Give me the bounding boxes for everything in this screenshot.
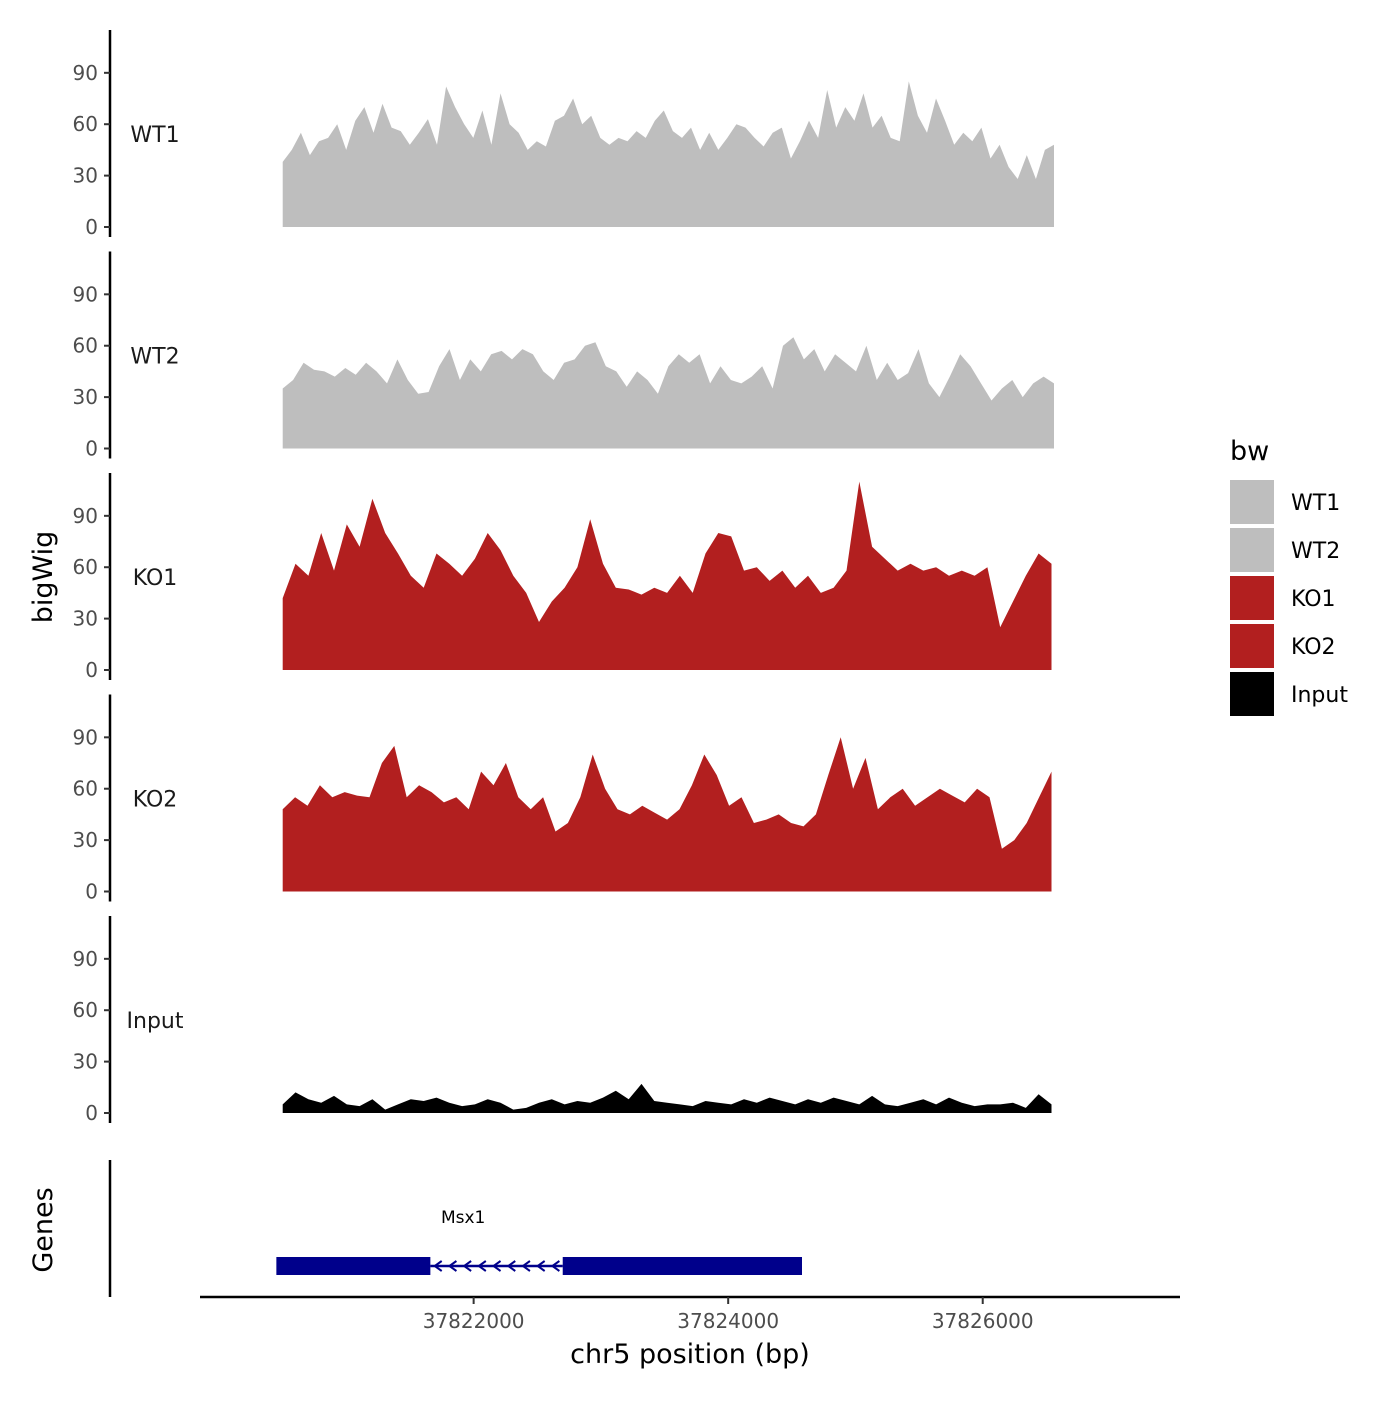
y-tick-label-wt1-90: 90: [73, 61, 98, 85]
y-tick-label-wt1-0: 0: [85, 215, 98, 239]
gene-track: Msx1: [108, 1160, 802, 1297]
track-panel-wt2: 0 30 60 90 WT2: [73, 251, 1054, 461]
legend-title: bw: [1230, 436, 1269, 467]
area-series-wt2: [282, 337, 1054, 449]
y-tick-label-ko2-0: 0: [85, 880, 98, 904]
y-tick-label-ko2-60: 60: [73, 777, 98, 801]
strand-arrow-icon: [477, 1260, 487, 1272]
y-tick-label-input-30: 30: [73, 1050, 98, 1074]
legend-key-ko2: [1230, 624, 1274, 668]
legend-key-wt1: [1230, 480, 1274, 524]
x-tick-label-37824000: 37824000: [677, 1309, 779, 1333]
area-series-input: [282, 1083, 1052, 1113]
y-tick-label-wt1-30: 30: [73, 164, 98, 188]
y-tick-label-wt2-90: 90: [73, 282, 98, 306]
track-label-wt2: WT2: [130, 345, 179, 370]
legend-label-wt2: WT2: [1291, 539, 1340, 564]
strand-arrow-icon: [506, 1260, 516, 1272]
strand-arrow-icon: [535, 1260, 546, 1272]
legend: bw WT1 WT2 KO1 KO2 Input: [1230, 436, 1348, 716]
x-tick-label-37826000: 37826000: [932, 1309, 1034, 1333]
area-series-wt1: [282, 81, 1054, 228]
track-label-ko1: KO1: [133, 566, 178, 591]
track-panel-ko1: 0 30 60 90 KO1: [73, 473, 1052, 682]
legend-label-wt1: WT1: [1291, 491, 1340, 516]
track-panel-wt1: 0 30 60 90 WT1: [73, 30, 1054, 239]
track-panel-input: 0 30 60 90 Input: [73, 916, 1052, 1125]
y-tick-label-wt2-30: 30: [73, 385, 98, 409]
strand-arrow-icon: [462, 1260, 472, 1272]
strand-arrow-icon: [550, 1260, 560, 1272]
gene-exon-1: [276, 1257, 431, 1275]
area-series-ko2: [282, 737, 1052, 892]
legend-label-ko1: KO1: [1291, 587, 1336, 612]
legend-key-wt2: [1230, 528, 1274, 572]
y-tick-label-ko1-90: 90: [73, 504, 98, 528]
track-panels: 0 30 60 90 WT1 0 30 60 90 WT2 0 30 60 90 KO1 0 30 60 90 KO2…: [73, 30, 1054, 1125]
y-tick-label-ko1-30: 30: [73, 607, 98, 631]
gene-msx1: Msx1: [276, 1208, 802, 1275]
area-series-ko1: [282, 481, 1052, 670]
y-tick-label-input-60: 60: [73, 998, 98, 1022]
y-tick-label-ko1-60: 60: [73, 555, 98, 579]
track-label-input: Input: [127, 1009, 184, 1034]
y-tick-label-ko2-90: 90: [73, 725, 98, 749]
y-tick-label-wt2-0: 0: [85, 437, 98, 461]
gene-name-label: Msx1: [441, 1208, 485, 1228]
x-tick-label-37822000: 37822000: [423, 1309, 525, 1333]
x-axis-title: chr5 position (bp): [570, 1339, 810, 1370]
strand-arrow-icon: [447, 1260, 458, 1272]
y-tick-label-input-90: 90: [73, 947, 98, 971]
y-tick-label-ko2-30: 30: [73, 828, 98, 852]
strand-arrow-icon: [491, 1260, 502, 1272]
legend-label-ko2: KO2: [1291, 635, 1336, 660]
track-label-wt1: WT1: [130, 123, 179, 148]
y-tick-label-wt2-60: 60: [73, 334, 98, 358]
strand-arrow-icon: [432, 1260, 443, 1272]
y-tick-label-wt1-60: 60: [73, 112, 98, 136]
legend-label-input: Input: [1291, 683, 1348, 708]
strand-arrow-icon: [521, 1260, 531, 1272]
x-axis: 37822000 37824000 37826000: [200, 1295, 1180, 1333]
gene-exon-2: [562, 1257, 802, 1275]
track-label-ko2: KO2: [133, 788, 178, 813]
genes-axis-title: Genes: [28, 1187, 59, 1272]
y-axis-title: bigWig: [28, 531, 59, 624]
y-tick-label-ko1-0: 0: [85, 658, 98, 682]
legend-key-ko1: [1230, 576, 1274, 620]
y-tick-label-input-0: 0: [85, 1101, 98, 1125]
track-panel-ko2: 0 30 60 90 KO2: [73, 694, 1052, 904]
legend-key-input: [1230, 672, 1274, 716]
